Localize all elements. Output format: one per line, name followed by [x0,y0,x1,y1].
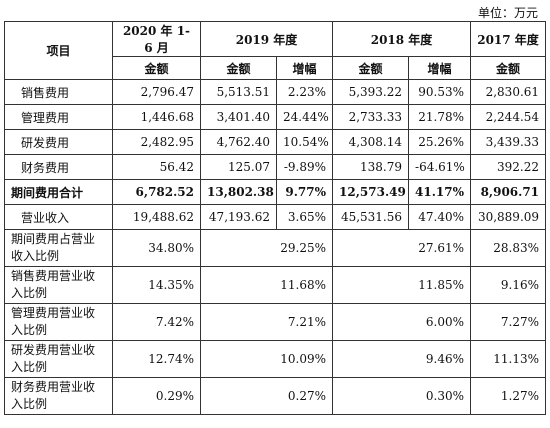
cell: 30,889.09 [470,204,547,230]
header-row-periods: 项目 2020 年 1-6 月 2019 年度 2018 年度 2017 年度 [4,21,547,80]
cell: 10.54% [275,129,334,155]
row-label: 期间费用占营业收入比例 [4,229,113,267]
unit-label: 单位：万元 [477,6,538,20]
header-sub: 增幅 [275,56,334,80]
cell: 125.07 [200,154,277,180]
row-label: 期间费用合计 [4,179,113,205]
cell: -64.61% [408,154,472,180]
cell: 1,446.68 [112,104,201,130]
cell: 56.42 [112,154,201,180]
cell: 19,488.62 [112,204,201,230]
table-row: 管理费用 1,446.68 3,401.40 24.44% 2,733.33 2… [4,104,547,130]
table-row: 销售费用 2,796.47 5,513.51 2.23% 5,393.22 90… [4,79,547,105]
cell: 11.68% [199,266,334,304]
cell: 9.16% [470,266,547,304]
header-period: 2018 年度 [332,21,472,57]
table-row: 财务费用 56.42 125.07 -9.89% 138.79 -64.61% … [4,154,547,180]
cell: 7.27% [470,303,547,341]
cell: 2.23% [275,79,334,105]
cell: 9.77% [275,179,334,205]
row-label: 财务费用 [4,154,113,180]
header-item: 项目 [4,21,113,80]
cell: 90.53% [408,79,472,105]
cell: 14.35% [112,266,201,304]
table-row-ratio: 财务费用营业收入比例 0.29% 0.27% 0.30% 1.27% [4,377,547,415]
header-sub: 金额 [200,56,277,80]
cell: 4,308.14 [332,129,410,155]
table-row-total: 期间费用合计 6,782.52 13,802.38 9.77% 12,573.4… [4,179,547,205]
cell: 10.09% [199,340,334,378]
row-label: 管理费用营业收入比例 [4,303,113,341]
header-sub: 金额 [112,56,201,80]
cell: 12,573.49 [332,179,410,205]
cell: 3,439.33 [470,129,547,155]
row-label: 营业收入 [4,204,113,230]
cell: 6,782.52 [112,179,201,205]
cell: 47,193.62 [200,204,277,230]
cell: 2,244.54 [470,104,547,130]
cell: 12.74% [112,340,201,378]
cell: 3.65% [275,204,334,230]
table-row-ratio: 研发费用营业收入比例 12.74% 10.09% 9.46% 11.13% [4,340,547,378]
table-row-ratio: 期间费用占营业收入比例 34.80% 29.25% 27.61% 28.83% [4,229,547,267]
cell: 11.13% [470,340,547,378]
cell: 13,802.38 [200,179,277,205]
header-period: 2019 年度 [199,21,334,57]
header-sub: 金额 [470,56,547,80]
cell: 8,906.71 [470,179,547,205]
header-row-sub: 金额 金额 增幅 金额 增幅 金额 [5,56,547,80]
cell: 47.40% [408,204,472,230]
cell: 2,482.95 [112,129,201,155]
cell: 138.79 [332,154,410,180]
cell: 2,830.61 [470,79,547,105]
cell: 3,401.40 [200,104,277,130]
cell: 5,393.22 [332,79,410,105]
row-label: 研发费用营业收入比例 [4,340,113,378]
table-row: 营业收入 19,488.62 47,193.62 3.65% 45,531.56… [4,204,547,230]
cell: -9.89% [275,154,334,180]
cell: 7.21% [199,303,334,341]
header-period: 2017 年度 [470,21,547,57]
cell: 21.78% [408,104,472,130]
expense-table: 项目 2020 年 1-6 月 2019 年度 2018 年度 2017 年度 … [4,21,547,415]
cell: 24.44% [275,104,334,130]
row-label: 财务费用营业收入比例 [4,377,113,415]
header-sub: 金额 [332,56,410,80]
cell: 6.00% [332,303,472,341]
cell: 11.85% [332,266,472,304]
cell: 27.61% [332,229,472,267]
row-label: 研发费用 [4,129,113,155]
table-row: 研发费用 2,482.95 4,762.40 10.54% 4,308.14 2… [4,129,547,155]
cell: 2,733.33 [332,104,410,130]
cell: 392.22 [470,154,547,180]
cell: 4,762.40 [200,129,277,155]
row-label: 管理费用 [4,104,113,130]
cell: 25.26% [408,129,472,155]
cell: 45,531.56 [332,204,410,230]
header-sub: 增幅 [408,56,472,80]
row-label: 销售费用营业收入比例 [4,266,113,304]
header-period: 2020 年 1-6 月 [112,21,201,57]
cell: 5,513.51 [200,79,277,105]
cell: 9.46% [332,340,472,378]
cell: 28.83% [470,229,547,267]
cell: 41.17% [408,179,472,205]
cell: 0.27% [199,377,334,415]
cell: 34.80% [112,229,201,267]
cell: 0.29% [112,377,201,415]
table-row-ratio: 管理费用营业收入比例 7.42% 7.21% 6.00% 7.27% [4,303,547,341]
row-label: 销售费用 [4,79,113,105]
cell: 7.42% [112,303,201,341]
table-row-ratio: 销售费用营业收入比例 14.35% 11.68% 11.85% 9.16% [4,266,547,304]
cell: 2,796.47 [112,79,201,105]
cell: 29.25% [199,229,334,267]
cell: 0.30% [332,377,472,415]
cell: 1.27% [470,377,547,415]
